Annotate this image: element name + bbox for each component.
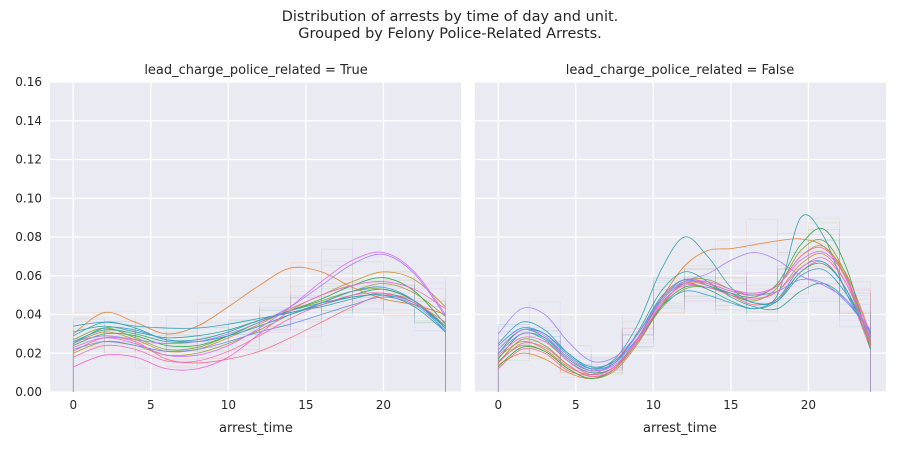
figure-title-line-1: Distribution of arrests by time of day a… <box>282 9 619 25</box>
histogram-step <box>72 248 446 392</box>
y-tick-label: 0.06 <box>15 269 42 283</box>
kde-curve <box>497 268 871 368</box>
kde-curve <box>498 238 871 379</box>
histogram-step <box>72 239 446 392</box>
x-axis-label-false: arrest_time <box>643 421 717 436</box>
kde-curve <box>498 246 871 377</box>
kde-curve <box>498 227 871 379</box>
x-tick-label: 20 <box>376 398 391 412</box>
y-tick-label: 0.10 <box>15 191 42 205</box>
histogram-step <box>497 219 871 392</box>
histogram-step <box>497 239 871 392</box>
series-group <box>497 214 871 392</box>
kde-curve <box>498 214 871 370</box>
y-tick-label: 0.12 <box>15 153 42 167</box>
histogram-step <box>497 265 871 392</box>
histogram-step <box>72 261 446 392</box>
series-group <box>72 239 446 392</box>
histogram-step <box>497 268 871 392</box>
histogram-step <box>72 280 446 392</box>
x-tick-label: 0 <box>69 398 77 412</box>
y-tick-label: 0.16 <box>15 75 42 89</box>
histogram-step <box>497 222 871 392</box>
kde-curve <box>73 251 446 357</box>
x-tick-label: 20 <box>801 398 816 412</box>
kde-curve <box>73 281 446 371</box>
histogram-step <box>497 280 871 392</box>
kde-curve <box>73 286 446 344</box>
y-tick-label: 0.08 <box>15 230 42 244</box>
y-tick-label: 0.02 <box>15 346 42 360</box>
facet-title-true: lead_charge_police_related = True <box>144 63 367 78</box>
kde-curve <box>73 266 446 335</box>
histogram-step <box>497 234 871 392</box>
kde-curve <box>498 257 871 376</box>
kde-curve <box>497 271 871 372</box>
x-tick-label: 10 <box>221 398 236 412</box>
kde-curve <box>497 252 871 363</box>
y-tick-label: 0.04 <box>15 308 42 322</box>
histogram-step <box>497 240 871 392</box>
figure-title-line-2: Grouped by Felony Police-Related Arrests… <box>298 26 602 42</box>
facet-police-related-true: lead_charge_police_related = True arrest… <box>15 63 461 436</box>
histogram-step <box>72 288 446 392</box>
x-axis-label-true: arrest_time <box>219 421 293 436</box>
x-tick-label: 15 <box>298 398 313 412</box>
histogram-step <box>72 278 446 392</box>
y-tick-label: 0.14 <box>15 114 42 128</box>
y-tick-label: 0.00 <box>15 385 42 399</box>
facet-title-false: lead_charge_police_related = False <box>566 63 794 78</box>
histogram-step <box>497 243 871 392</box>
histogram-step <box>72 272 446 392</box>
kde-curve <box>73 296 446 352</box>
x-tick-label: 15 <box>723 398 738 412</box>
x-tick-label: 0 <box>494 398 502 412</box>
x-tick-label: 5 <box>147 398 155 412</box>
kde-curve <box>73 253 446 345</box>
histogram-step <box>72 261 446 392</box>
kde-curve <box>73 292 446 363</box>
histogram-step <box>497 252 871 392</box>
x-tick-label: 5 <box>572 398 580 412</box>
x-tick-label: 10 <box>646 398 661 412</box>
histogram-step <box>72 280 446 392</box>
facet-police-related-false: lead_charge_police_related = False arres… <box>475 63 886 436</box>
kde-curve <box>73 294 446 329</box>
